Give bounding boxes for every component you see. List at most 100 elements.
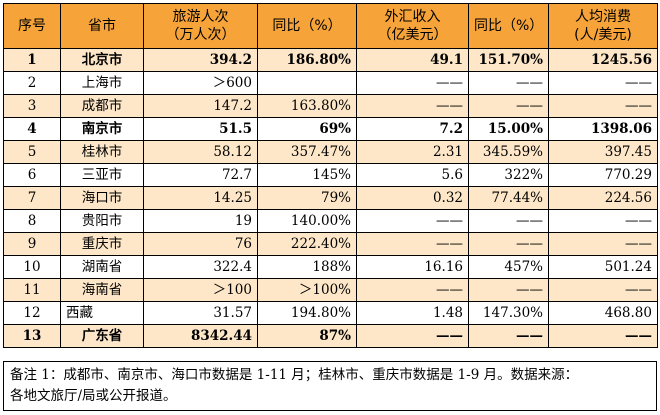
cell-no: 13 (3, 324, 61, 348)
cell-visitors: 394.2 (143, 48, 258, 72)
header-city-label: 省市 (88, 18, 116, 34)
cell-income: —— (356, 278, 469, 302)
cell-yoy-income: —— (468, 71, 549, 95)
header-city: 省市 (60, 3, 144, 49)
cell-city: 北京市 (60, 48, 144, 72)
header-row: 序号 省市 旅游人次 （万人次） 同比（%） 外汇收入 （亿美元） 同比（%） … (3, 3, 658, 49)
cell-yoy-visitors: 222.40% (257, 232, 357, 256)
header-per-capita-unit: (人/美元) (574, 27, 632, 43)
cell-yoy-income: —— (468, 324, 549, 348)
cell-visitors: 76 (143, 232, 258, 256)
tourism-table: 序号 省市 旅游人次 （万人次） 同比（%） 外汇收入 （亿美元） 同比（%） … (3, 3, 658, 348)
cell-per-capita: —— (548, 71, 658, 95)
header-income-label: 外汇收入 (384, 9, 441, 25)
cell-yoy-visitors: 140.00% (257, 209, 357, 233)
table-row: 4 南京市 51.5 69% 7.2 15.00% 1398.06 (3, 117, 658, 141)
cell-no: 4 (3, 117, 61, 141)
cell-income: 0.32 (356, 186, 469, 210)
cell-income: —— (356, 232, 469, 256)
cell-no: 5 (3, 140, 61, 164)
cell-city: 海南省 (60, 278, 144, 302)
header-income-unit: （亿美元） (377, 27, 448, 43)
cell-yoy-income: 345.59% (468, 140, 549, 164)
cell-yoy-visitors: 79% (257, 186, 357, 210)
cell-yoy-income: 322% (468, 163, 549, 187)
cell-city: 上海市 (60, 71, 144, 95)
header-visitors-unit: （万人次） (165, 27, 236, 43)
cell-yoy-visitors (257, 71, 357, 95)
header-visitors: 旅游人次 （万人次） (143, 3, 258, 49)
cell-per-capita: —— (548, 232, 658, 256)
cell-no: 10 (3, 255, 61, 279)
table-row: 5 桂林市 58.12 357.47% 2.31 345.59% 397.45 (3, 140, 658, 164)
cell-no: 2 (3, 71, 61, 95)
cell-no: 12 (3, 301, 61, 325)
cell-per-capita: 770.29 (548, 163, 658, 187)
cell-income: 1.48 (356, 301, 469, 325)
header-per-capita-label: 人均消费 (575, 9, 631, 25)
cell-yoy-income: 147.30% (468, 301, 549, 325)
cell-yoy-income: 151.70% (468, 48, 549, 72)
cell-yoy-visitors: 163.80% (257, 94, 357, 118)
cell-yoy-income: —— (468, 278, 549, 302)
cell-yoy-income: 15.00% (468, 117, 549, 141)
table-row: 8 贵阳市 19 140.00% —— —— —— (3, 209, 658, 233)
header-per-capita: 人均消费 (人/美元) (548, 3, 658, 49)
table-row: 11 海南省 ＞100 ＞100% —— —— —— (3, 278, 658, 302)
cell-city: 南京市 (60, 117, 144, 141)
table-row: 12 西藏 31.57 194.80% 1.48 147.30% 468.80 (3, 301, 658, 325)
cell-yoy-visitors: 69% (257, 117, 357, 141)
cell-per-capita: —— (548, 278, 658, 302)
cell-yoy-visitors: 194.80% (257, 301, 357, 325)
table-row: 6 三亚市 72.7 145% 5.6 322% 770.29 (3, 163, 658, 187)
table-row: 2 上海市 ＞600 —— —— —— (3, 71, 658, 95)
cell-yoy-visitors: 87% (257, 324, 357, 348)
cell-per-capita: 501.24 (548, 255, 658, 279)
cell-visitors: ＞100 (143, 278, 258, 302)
cell-no: 11 (3, 278, 61, 302)
cell-income: 49.1 (356, 48, 469, 72)
table-row: 9 重庆市 76 222.40% —— —— —— (3, 232, 658, 256)
cell-visitors: ＞600 (143, 71, 258, 95)
cell-income: —— (356, 209, 469, 233)
header-no: 序号 (3, 3, 61, 49)
cell-yoy-visitors: 145% (257, 163, 357, 187)
header-yoy-income-label: 同比（%） (474, 18, 544, 34)
cell-visitors: 19 (143, 209, 258, 233)
header-visitors-label: 旅游人次 (172, 9, 229, 25)
header-yoy-visitors: 同比（%） (257, 3, 357, 49)
cell-yoy-visitors: 188% (257, 255, 357, 279)
footnote-line-1: 备注 1：成都市、南京市、海口市数据是 1-11 月；桂林市、重庆市数据是 1-… (10, 367, 579, 383)
table-row: 3 成都市 147.2 163.80% —— —— —— (3, 94, 658, 118)
cell-per-capita: 1398.06 (548, 117, 658, 141)
cell-yoy-visitors: 357.47% (257, 140, 357, 164)
cell-income: 2.31 (356, 140, 469, 164)
cell-city: 广东省 (60, 324, 144, 348)
table-row: 10 湖南省 322.4 188% 16.16 457% 501.24 (3, 255, 658, 279)
cell-per-capita: —— (548, 94, 658, 118)
cell-city: 三亚市 (60, 163, 144, 187)
cell-per-capita: 1245.56 (548, 48, 658, 72)
cell-visitors: 51.5 (143, 117, 258, 141)
header-yoy-visitors-label: 同比（%） (272, 18, 342, 34)
header-yoy-income: 同比（%） (468, 3, 549, 49)
cell-yoy-visitors: 186.80% (257, 48, 357, 72)
cell-yoy-visitors: ＞100% (257, 278, 357, 302)
cell-income: 16.16 (356, 255, 469, 279)
cell-income: —— (356, 71, 469, 95)
cell-no: 3 (3, 94, 61, 118)
cell-income: 5.6 (356, 163, 469, 187)
cell-no: 6 (3, 163, 61, 187)
cell-visitors: 147.2 (143, 94, 258, 118)
cell-visitors: 72.7 (143, 163, 258, 187)
cell-visitors: 8342.44 (143, 324, 258, 348)
cell-visitors: 322.4 (143, 255, 258, 279)
cell-visitors: 58.12 (143, 140, 258, 164)
cell-per-capita: 224.56 (548, 186, 658, 210)
table-row: 1 北京市 394.2 186.80% 49.1 151.70% 1245.56 (3, 48, 658, 72)
cell-no: 1 (3, 48, 61, 72)
cell-no: 8 (3, 209, 61, 233)
cell-per-capita: 468.80 (548, 301, 658, 325)
cell-yoy-income: —— (468, 232, 549, 256)
